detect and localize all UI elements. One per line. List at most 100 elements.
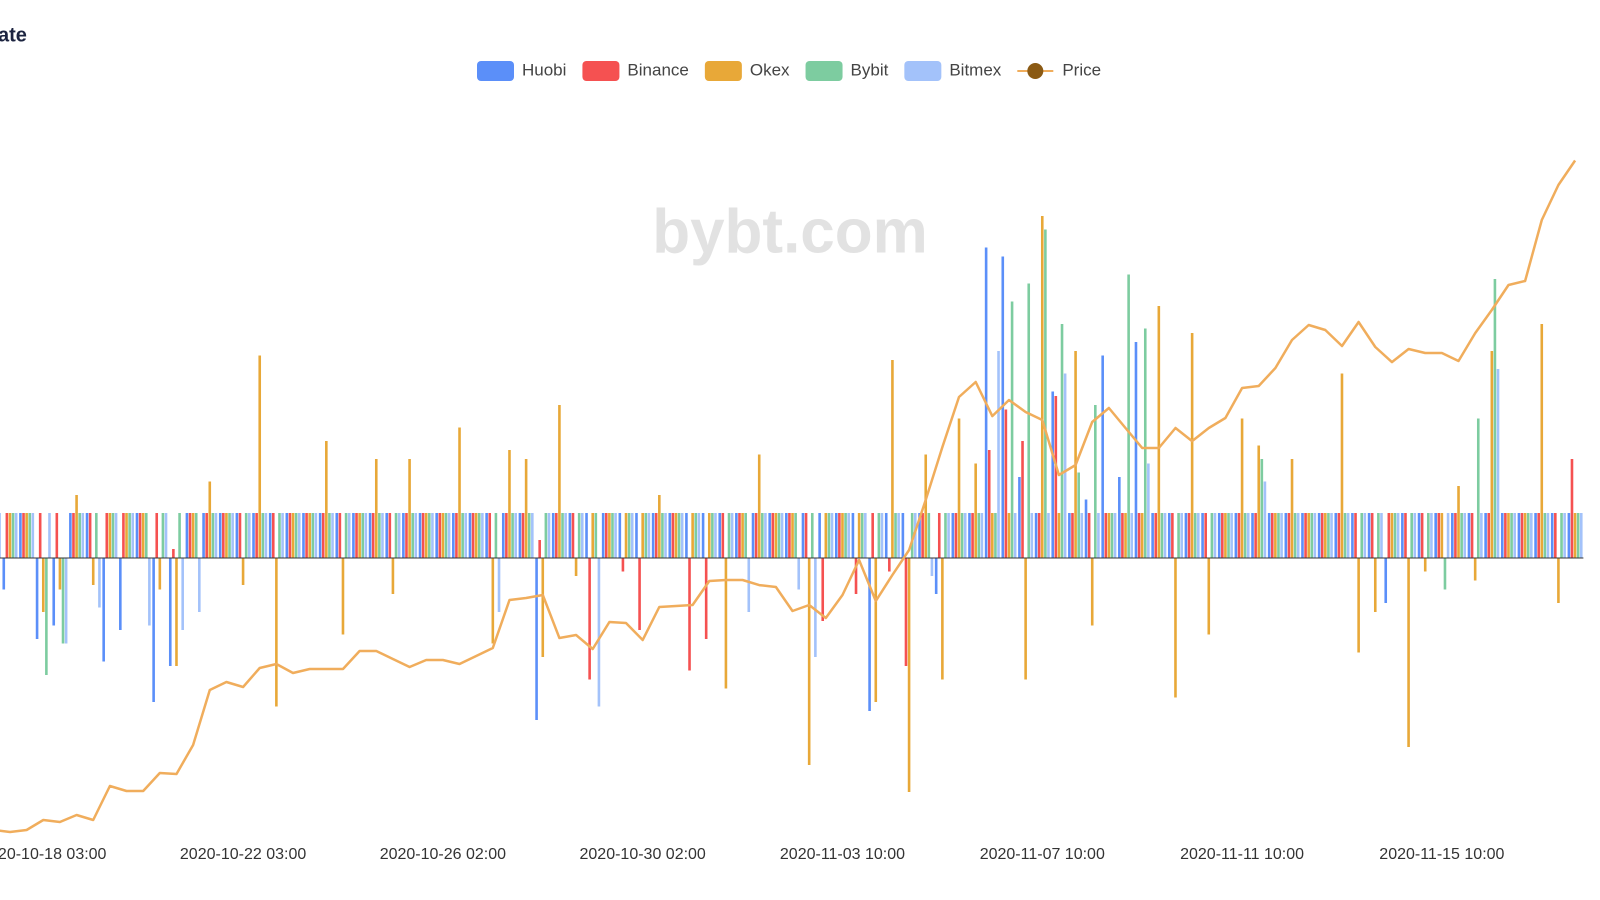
bar xyxy=(368,513,372,558)
bar xyxy=(697,513,701,558)
bar xyxy=(385,513,389,558)
bar xyxy=(788,513,791,558)
bar xyxy=(294,513,298,558)
bar xyxy=(1579,513,1583,558)
bar xyxy=(122,513,125,558)
bar xyxy=(1377,513,1380,558)
bar xyxy=(48,513,51,558)
bar xyxy=(531,513,534,558)
bar xyxy=(664,513,667,558)
bar xyxy=(884,513,888,558)
bar xyxy=(921,513,924,558)
bar xyxy=(627,513,631,558)
bar xyxy=(471,513,475,558)
bar xyxy=(1476,418,1480,558)
bar xyxy=(937,513,941,558)
bar xyxy=(694,513,698,558)
bar xyxy=(355,513,358,558)
bar xyxy=(14,513,18,558)
bar xyxy=(161,513,165,558)
bar xyxy=(1040,216,1044,558)
bar xyxy=(844,513,847,558)
bar xyxy=(801,513,805,558)
bar xyxy=(751,513,755,558)
bar xyxy=(1167,513,1171,558)
bar xyxy=(1567,513,1571,558)
bar xyxy=(544,513,548,558)
bar xyxy=(1550,513,1554,558)
bar xyxy=(181,558,184,630)
bar xyxy=(72,513,75,558)
bar xyxy=(168,558,172,666)
bar xyxy=(1526,513,1530,558)
bar xyxy=(461,513,464,558)
bar xyxy=(1104,513,1108,558)
bar xyxy=(388,513,392,558)
bar xyxy=(1210,513,1214,558)
bar xyxy=(198,558,201,612)
price-line xyxy=(0,159,1577,834)
bar xyxy=(1080,513,1084,558)
bar xyxy=(252,513,255,558)
bar xyxy=(635,513,638,558)
bar xyxy=(501,513,505,558)
bar xyxy=(1121,513,1124,558)
bar xyxy=(208,481,212,558)
bar xyxy=(851,513,855,558)
bar xyxy=(1263,481,1267,558)
bar xyxy=(857,513,861,558)
bar xyxy=(1024,558,1027,680)
bar xyxy=(194,513,198,558)
bar xyxy=(111,513,115,558)
bar xyxy=(1354,513,1357,558)
bar xyxy=(288,513,292,558)
x-tick-label: 2020-10-18 03:00 xyxy=(0,846,107,863)
bar xyxy=(774,513,778,558)
bar xyxy=(1060,324,1064,558)
bar xyxy=(98,558,101,608)
bar xyxy=(341,558,345,635)
bar xyxy=(1287,513,1291,558)
bar xyxy=(1127,274,1130,558)
bar xyxy=(1077,472,1080,558)
bar xyxy=(1137,513,1141,558)
bar xyxy=(597,558,601,707)
x-tick-label: 2020-11-03 10:00 xyxy=(780,846,905,863)
bar xyxy=(838,513,841,558)
bar xyxy=(741,513,744,558)
bar xyxy=(954,513,958,558)
bar xyxy=(361,513,365,558)
bar xyxy=(1151,513,1154,558)
bar xyxy=(452,513,455,558)
bar xyxy=(1563,513,1566,558)
bar xyxy=(338,513,342,558)
bar xyxy=(238,513,242,558)
bar xyxy=(1047,513,1050,558)
bar xyxy=(1018,477,1021,558)
bar xyxy=(158,558,162,590)
bar xyxy=(957,418,961,558)
bar xyxy=(441,513,445,558)
bar xyxy=(963,513,967,558)
bar xyxy=(411,513,414,558)
bar xyxy=(551,513,555,558)
bar xyxy=(178,513,181,558)
bar xyxy=(947,513,950,558)
bar xyxy=(275,558,278,707)
bar xyxy=(571,513,575,558)
bar xyxy=(1243,513,1247,558)
bar xyxy=(1280,513,1283,558)
bar xyxy=(561,513,564,558)
bar xyxy=(564,513,567,558)
bar xyxy=(497,558,501,612)
bar xyxy=(674,513,678,558)
bar xyxy=(1543,513,1547,558)
bar xyxy=(1454,513,1457,558)
bar xyxy=(505,513,508,558)
bar xyxy=(1307,513,1310,558)
bar xyxy=(1451,513,1454,558)
bar xyxy=(418,513,422,558)
bar xyxy=(81,513,85,558)
bar xyxy=(764,513,767,558)
bar xyxy=(45,558,48,675)
